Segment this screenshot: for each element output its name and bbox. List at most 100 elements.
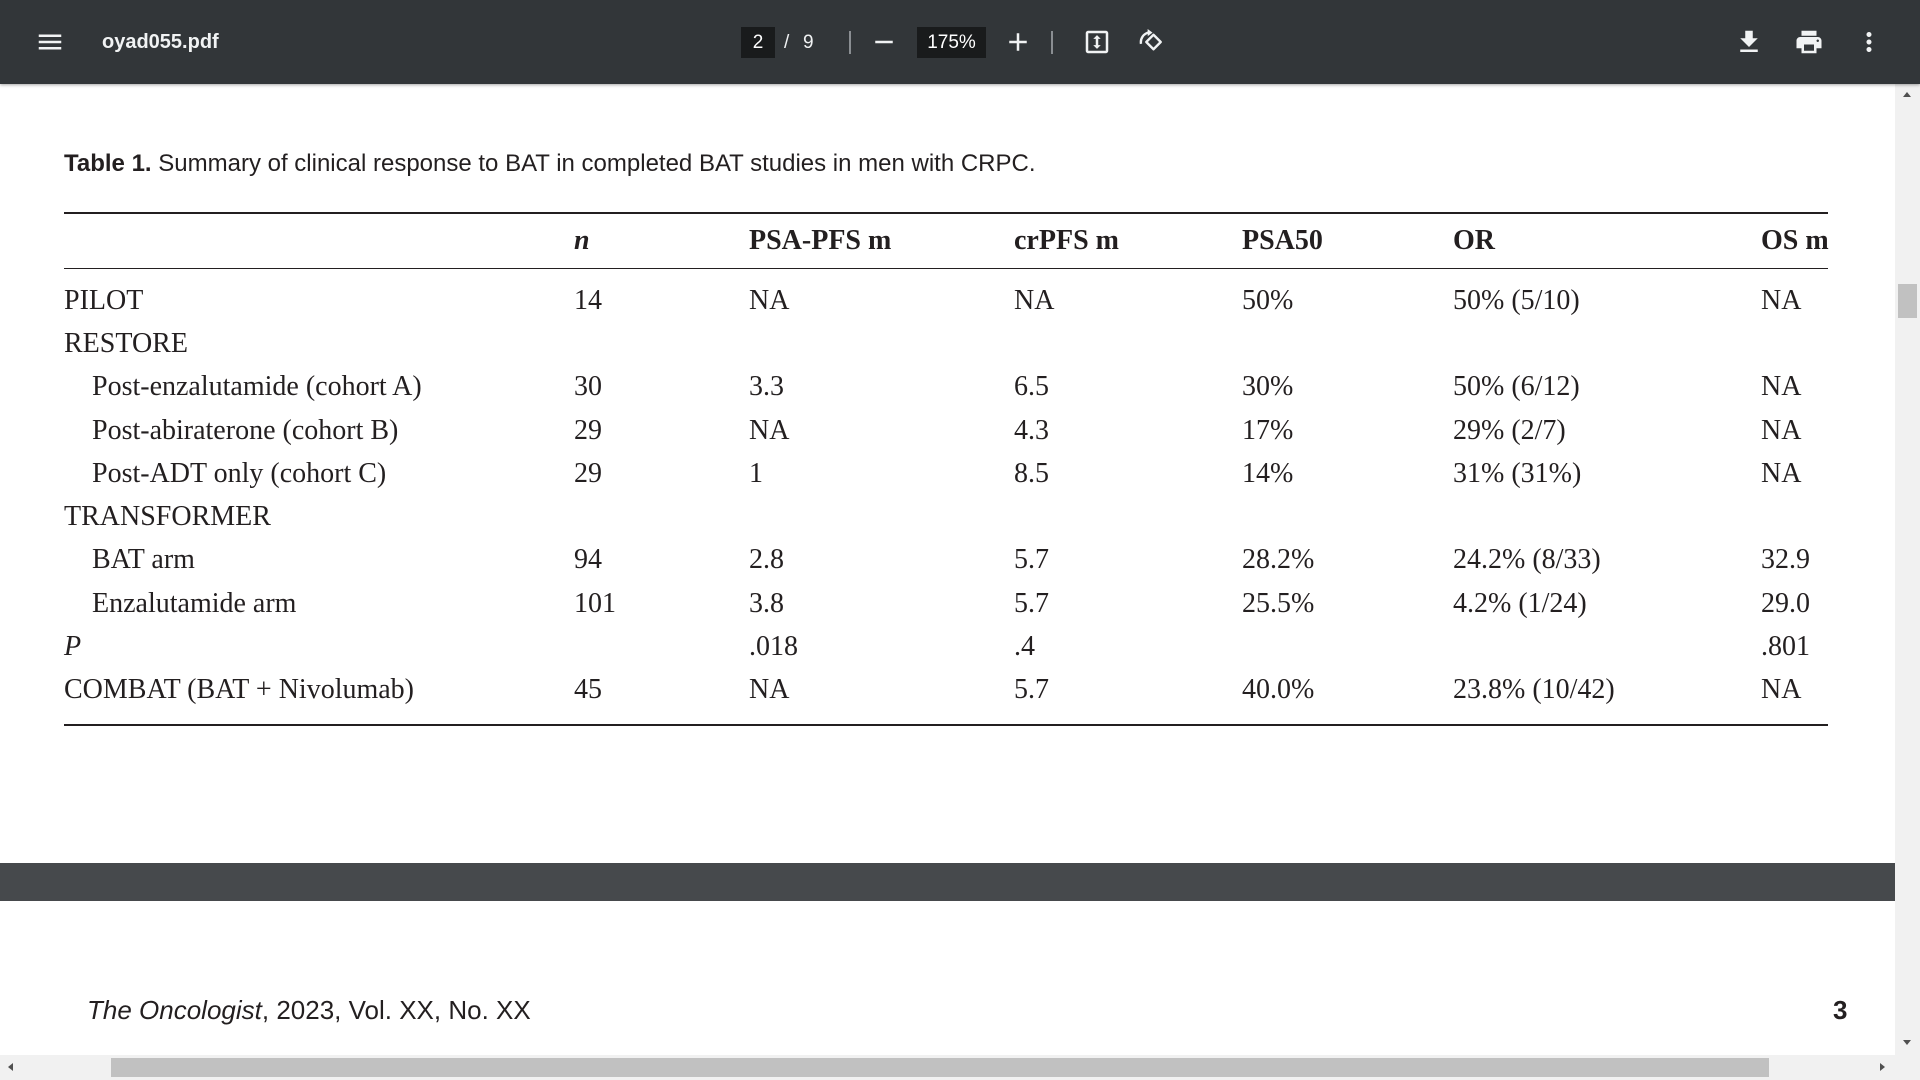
row-label: Post-abiraterone (cohort B) (92, 414, 399, 446)
row-label: Enzalutamide arm (92, 587, 297, 619)
table-row: Post-ADT only (cohort C) 29 1 8.5 14% 31… (64, 452, 1828, 495)
menu-icon (38, 34, 62, 50)
row-group-label: TRANSFORMER (64, 501, 271, 533)
cell-psa-pfs: NA (749, 414, 790, 446)
cell-crpfs: 5.7 (1014, 587, 1049, 619)
rotate-button[interactable] (1131, 22, 1171, 62)
cell-psa50: 17% (1242, 414, 1294, 446)
more-options-button[interactable] (1849, 22, 1889, 62)
table-row: BAT arm 94 2.8 5.7 28.2% 24.2% (8/33) 32… (64, 539, 1828, 582)
fit-to-page-button[interactable] (1077, 22, 1117, 62)
page-separator: / (784, 32, 790, 53)
row-label: COMBAT (BAT + Nivolumab) (64, 674, 414, 706)
scroll-left-arrow-icon[interactable] (8, 1063, 13, 1071)
cell-crpfs: 8.5 (1014, 457, 1049, 489)
cell-crpfs: 4.3 (1014, 414, 1049, 446)
print-icon (1796, 30, 1822, 54)
cell-or: 50% (6/12) (1453, 371, 1580, 403)
cell-crpfs: 5.7 (1014, 674, 1049, 706)
more-vertical-icon (1866, 32, 1872, 52)
cell-or: 31% (31%) (1453, 457, 1582, 489)
vertical-scroll-thumb[interactable] (1898, 284, 1917, 318)
cell-crpfs: .4 (1014, 631, 1035, 663)
table-row: Post-enzalutamide (cohort A) 30 3.3 6.5 … (64, 366, 1828, 409)
fit-to-page-icon (1085, 30, 1109, 54)
row-group-label: RESTORE (64, 327, 188, 359)
cell-crpfs: 5.7 (1014, 544, 1049, 576)
cell-psa-pfs: 1 (749, 457, 763, 489)
table-caption: Table 1. Summary of clinical response to… (64, 150, 1036, 178)
cell-n: 45 (574, 674, 602, 706)
cell-psa50: 28.2% (1242, 544, 1315, 576)
column-header-os: OS m (1761, 213, 1829, 269)
pdf-page: The Oncologist, 2023, Vol. XX, No. XX 3 (0, 901, 1895, 1055)
table-spacer (64, 712, 1828, 725)
cell-os: 32.9 (1761, 544, 1810, 576)
scroll-up-arrow-icon[interactable] (1903, 92, 1911, 97)
horizontal-scroll-thumb[interactable] (111, 1058, 1769, 1077)
page-total: 9 (803, 32, 814, 53)
cell-or: 29% (2/7) (1453, 414, 1566, 446)
cell-psa50: 14% (1242, 457, 1294, 489)
table-group-row: TRANSFORMER (64, 495, 1828, 538)
table-spacer-cell (64, 268, 1828, 279)
rotate-counterclockwise-icon (1139, 29, 1162, 51)
zoom-level-input[interactable]: 175% (917, 27, 986, 58)
plus-icon (1009, 33, 1027, 51)
cell-os: NA (1761, 284, 1802, 316)
cell-psa50: 50% (1242, 284, 1294, 316)
cell-or: 23.8% (10/42) (1453, 674, 1615, 706)
row-label: Post-ADT only (cohort C) (92, 457, 387, 489)
cell-psa-pfs: NA (749, 284, 790, 316)
table-spacer (64, 268, 1828, 279)
toolbar-divider (1051, 31, 1053, 54)
column-header-n: n (574, 213, 749, 269)
scroll-right-arrow-icon[interactable] (1880, 1063, 1885, 1071)
pdf-toolbar: oyad055.pdf 2 / 9 175% (0, 0, 1920, 84)
cell-crpfs: 6.5 (1014, 371, 1049, 403)
journal-name: The Oncologist (87, 995, 262, 1025)
cell-n: 14 (574, 284, 602, 316)
table-row: Post-abiraterone (cohort B) 29 NA 4.3 17… (64, 409, 1828, 452)
cell-psa-pfs: 2.8 (749, 544, 784, 576)
column-header-psa50: PSA50 (1242, 213, 1453, 269)
download-icon (1740, 30, 1758, 52)
page-separator-gap (0, 863, 1895, 901)
cell-or: 24.2% (8/33) (1453, 544, 1601, 576)
cell-psa-pfs: .018 (749, 631, 798, 663)
scrollbar-corner (1895, 1055, 1920, 1080)
cell-os: .801 (1761, 631, 1810, 663)
cell-n: 94 (574, 544, 602, 576)
cell-n: 29 (574, 414, 602, 446)
row-label: PILOT (64, 284, 144, 316)
cell-psa-pfs: 3.3 (749, 371, 784, 403)
download-button[interactable] (1729, 22, 1769, 62)
page-number-input[interactable]: 2 (741, 27, 775, 58)
toolbar-divider (849, 31, 851, 54)
table-row: P .018 .4 .801 (64, 625, 1828, 668)
cell-crpfs: NA (1014, 284, 1055, 316)
horizontal-scrollbar[interactable] (0, 1055, 1895, 1080)
table-spacer-cell (64, 712, 1828, 725)
vertical-scrollbar[interactable] (1895, 84, 1920, 1055)
cell-n: 101 (574, 587, 616, 619)
zoom-in-button[interactable] (998, 22, 1038, 62)
document-viewport[interactable]: Table 1. Summary of clinical response to… (0, 84, 1895, 1055)
print-button[interactable] (1789, 22, 1829, 62)
page-footer-number: 3 (1833, 995, 1848, 1025)
file-title: oyad055.pdf (102, 31, 219, 53)
table-row: COMBAT (BAT + Nivolumab) 45 NA 5.7 40.0%… (64, 669, 1828, 712)
pdf-page: Table 1. Summary of clinical response to… (0, 84, 1895, 863)
cell-empty (1453, 625, 1761, 668)
cell-psa-pfs: 3.8 (749, 587, 784, 619)
cell-n: 29 (574, 457, 602, 489)
column-header-or: OR (1453, 213, 1761, 269)
cell-os: NA (1761, 371, 1802, 403)
menu-button[interactable] (30, 22, 70, 62)
table-group-row: RESTORE (64, 322, 1828, 365)
column-header-study (64, 213, 574, 269)
scroll-down-arrow-icon[interactable] (1903, 1040, 1911, 1045)
zoom-out-button[interactable] (864, 22, 904, 62)
table-caption-text: Summary of clinical response to BAT in c… (158, 150, 1036, 177)
page-footer-citation: The Oncologist, 2023, Vol. XX, No. XX (87, 995, 531, 1025)
